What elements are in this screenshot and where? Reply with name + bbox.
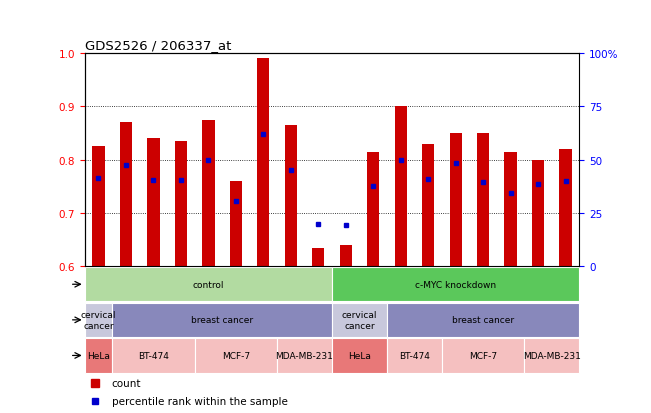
Bar xyxy=(174,142,187,267)
Bar xyxy=(167,54,195,267)
Bar xyxy=(559,150,572,267)
Bar xyxy=(332,303,387,337)
Text: MCF-7: MCF-7 xyxy=(222,351,250,360)
Text: MCF-7: MCF-7 xyxy=(469,351,497,360)
Bar xyxy=(525,339,579,373)
Bar xyxy=(222,54,249,267)
Bar xyxy=(112,54,139,267)
Bar xyxy=(367,152,380,267)
Bar xyxy=(332,339,387,373)
Bar xyxy=(85,268,332,301)
Text: breast cancer: breast cancer xyxy=(191,316,253,325)
Bar xyxy=(442,54,469,267)
Text: HeLa: HeLa xyxy=(348,351,371,360)
Bar xyxy=(120,123,132,267)
Bar xyxy=(332,268,579,301)
Bar xyxy=(312,248,324,267)
Bar xyxy=(195,54,222,267)
Bar xyxy=(387,303,579,337)
Text: cervical
cancer: cervical cancer xyxy=(81,311,116,330)
Bar xyxy=(387,54,415,267)
Bar xyxy=(449,133,462,267)
Text: cervical
cancer: cervical cancer xyxy=(342,311,377,330)
Bar xyxy=(112,303,332,337)
Bar xyxy=(85,54,112,267)
Bar xyxy=(112,339,195,373)
Bar xyxy=(332,54,359,267)
Bar xyxy=(340,245,352,267)
Text: HeLa: HeLa xyxy=(87,351,110,360)
Bar xyxy=(505,152,517,267)
Bar xyxy=(202,120,214,267)
Bar xyxy=(395,107,407,267)
Text: GDS2526 / 206337_at: GDS2526 / 206337_at xyxy=(85,39,231,52)
Bar xyxy=(249,54,277,267)
Text: c-MYC knockdown: c-MYC knockdown xyxy=(415,280,496,289)
Bar xyxy=(387,339,442,373)
Bar xyxy=(277,54,305,267)
Text: count: count xyxy=(112,378,141,388)
Bar xyxy=(257,59,270,267)
Bar xyxy=(85,303,112,337)
Bar xyxy=(277,339,332,373)
Bar xyxy=(442,339,525,373)
Bar xyxy=(92,147,105,267)
Text: control: control xyxy=(193,280,224,289)
Bar xyxy=(532,160,544,267)
Bar xyxy=(85,339,112,373)
Bar xyxy=(305,54,332,267)
Bar xyxy=(139,54,167,267)
Bar xyxy=(230,182,242,267)
Bar xyxy=(497,54,525,267)
Bar xyxy=(415,54,442,267)
Bar xyxy=(359,54,387,267)
Bar xyxy=(525,54,552,267)
Bar xyxy=(147,139,159,267)
Bar xyxy=(552,54,579,267)
Bar xyxy=(469,54,497,267)
Text: breast cancer: breast cancer xyxy=(452,316,514,325)
Text: percentile rank within the sample: percentile rank within the sample xyxy=(112,396,288,406)
Text: BT-474: BT-474 xyxy=(399,351,430,360)
Text: MDA-MB-231: MDA-MB-231 xyxy=(523,351,581,360)
Text: MDA-MB-231: MDA-MB-231 xyxy=(275,351,333,360)
Bar xyxy=(422,144,434,267)
Bar xyxy=(284,126,297,267)
Text: BT-474: BT-474 xyxy=(138,351,169,360)
Bar xyxy=(477,133,490,267)
Bar xyxy=(195,339,277,373)
